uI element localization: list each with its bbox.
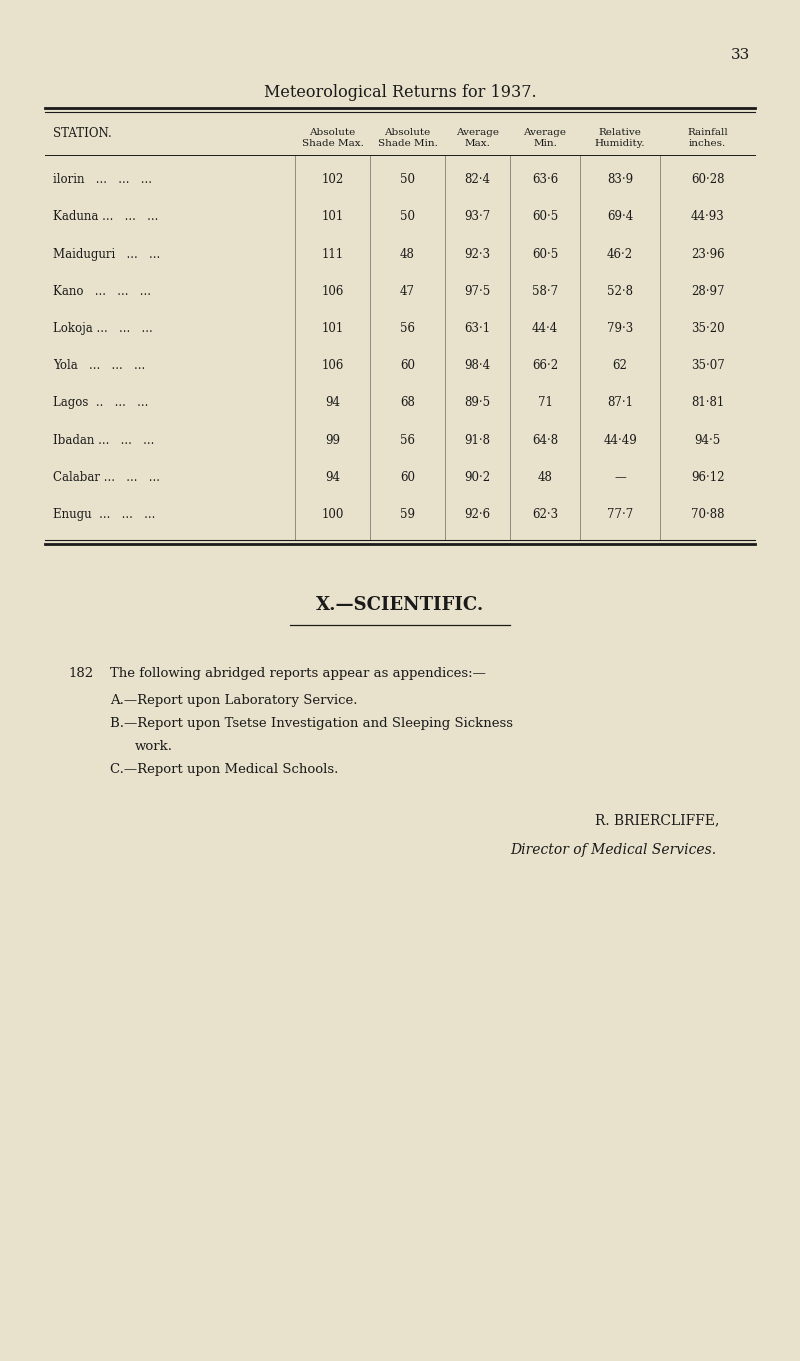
Text: 52·8: 52·8 <box>607 284 633 298</box>
Text: 99: 99 <box>325 434 340 446</box>
Text: 69·4: 69·4 <box>607 211 633 223</box>
Text: 62: 62 <box>613 359 627 373</box>
Text: 92·6: 92·6 <box>465 508 490 521</box>
Text: 50: 50 <box>400 211 415 223</box>
Text: 35·07: 35·07 <box>690 359 724 373</box>
Text: 94·5: 94·5 <box>694 434 721 446</box>
Text: —: — <box>614 471 626 485</box>
Text: 82·4: 82·4 <box>465 173 490 186</box>
Text: 182: 182 <box>68 667 93 679</box>
Text: Meteorological Returns for 1937.: Meteorological Returns for 1937. <box>264 83 536 101</box>
Text: 77·7: 77·7 <box>607 508 633 521</box>
Text: 71: 71 <box>538 396 553 410</box>
Text: 56: 56 <box>400 434 415 446</box>
Text: Absolute
Shade Min.: Absolute Shade Min. <box>378 128 438 148</box>
Text: 90·2: 90·2 <box>465 471 490 485</box>
Text: 58·7: 58·7 <box>532 284 558 298</box>
Text: 98·4: 98·4 <box>465 359 490 373</box>
Text: 44·49: 44·49 <box>603 434 637 446</box>
Text: 33: 33 <box>730 48 750 63</box>
Text: 96·12: 96·12 <box>690 471 724 485</box>
Text: ilorin   ...   ...   ...: ilorin ... ... ... <box>53 173 152 186</box>
Text: 62·3: 62·3 <box>532 508 558 521</box>
Text: 93·7: 93·7 <box>464 211 490 223</box>
Text: Absolute
Shade Max.: Absolute Shade Max. <box>302 128 363 148</box>
Text: 56: 56 <box>400 323 415 335</box>
Text: 48: 48 <box>538 471 553 485</box>
Text: 60: 60 <box>400 471 415 485</box>
Text: Average
Max.: Average Max. <box>456 128 499 148</box>
Text: 60·28: 60·28 <box>690 173 724 186</box>
Text: 60·5: 60·5 <box>532 211 558 223</box>
Text: 48: 48 <box>400 248 415 261</box>
Text: Maiduguri   ...   ...: Maiduguri ... ... <box>53 248 160 261</box>
Text: 59: 59 <box>400 508 415 521</box>
Text: 91·8: 91·8 <box>465 434 490 446</box>
Text: Calabar ...   ...   ...: Calabar ... ... ... <box>53 471 160 485</box>
Text: 66·2: 66·2 <box>532 359 558 373</box>
Text: 106: 106 <box>322 284 344 298</box>
Text: Kaduna ...   ...   ...: Kaduna ... ... ... <box>53 211 158 223</box>
Text: 35·20: 35·20 <box>690 323 724 335</box>
Text: 64·8: 64·8 <box>532 434 558 446</box>
Text: 44·93: 44·93 <box>690 211 724 223</box>
Text: Ibadan ...   ...   ...: Ibadan ... ... ... <box>53 434 154 446</box>
Text: 106: 106 <box>322 359 344 373</box>
Text: 101: 101 <box>322 323 344 335</box>
Text: Relative
Humidity.: Relative Humidity. <box>594 128 646 148</box>
Text: Enugu  ...   ...   ...: Enugu ... ... ... <box>53 508 155 521</box>
Text: 87·1: 87·1 <box>607 396 633 410</box>
Text: STATION.: STATION. <box>53 127 112 139</box>
Text: Director of Medical Services.: Director of Medical Services. <box>510 842 716 857</box>
Text: Kano   ...   ...   ...: Kano ... ... ... <box>53 284 151 298</box>
Text: 44·4: 44·4 <box>532 323 558 335</box>
Text: Lokoja ...   ...   ...: Lokoja ... ... ... <box>53 323 153 335</box>
Text: 111: 111 <box>322 248 343 261</box>
Text: 81·81: 81·81 <box>691 396 724 410</box>
Text: 102: 102 <box>322 173 344 186</box>
Text: 50: 50 <box>400 173 415 186</box>
Text: 63·1: 63·1 <box>465 323 490 335</box>
Text: X.—SCIENTIFIC.: X.—SCIENTIFIC. <box>316 596 484 614</box>
Text: 89·5: 89·5 <box>465 396 490 410</box>
Text: B.—Report upon Tsetse Investigation and Sleeping Sickness: B.—Report upon Tsetse Investigation and … <box>110 716 513 729</box>
Text: Lagos  ..   ...   ...: Lagos .. ... ... <box>53 396 148 410</box>
Text: 79·3: 79·3 <box>607 323 633 335</box>
Text: Average
Min.: Average Min. <box>523 128 566 148</box>
Text: 94: 94 <box>325 471 340 485</box>
Text: 100: 100 <box>322 508 344 521</box>
Text: A.—Report upon Laboratory Service.: A.—Report upon Laboratory Service. <box>110 694 358 706</box>
Text: R. BRIERCLIFFE,: R. BRIERCLIFFE, <box>595 813 719 827</box>
Text: 101: 101 <box>322 211 344 223</box>
Text: 68: 68 <box>400 396 415 410</box>
Text: 23·96: 23·96 <box>690 248 724 261</box>
Text: work.: work. <box>135 739 173 753</box>
Text: 92·3: 92·3 <box>465 248 490 261</box>
Text: 83·9: 83·9 <box>607 173 633 186</box>
Text: 70·88: 70·88 <box>690 508 724 521</box>
Text: 47: 47 <box>400 284 415 298</box>
Text: 60·5: 60·5 <box>532 248 558 261</box>
Text: 46·2: 46·2 <box>607 248 633 261</box>
Text: 60: 60 <box>400 359 415 373</box>
Text: C.—Report upon Medical Schools.: C.—Report upon Medical Schools. <box>110 762 338 776</box>
Text: 63·6: 63·6 <box>532 173 558 186</box>
Text: The following abridged reports appear as appendices:—: The following abridged reports appear as… <box>110 667 486 679</box>
Text: 94: 94 <box>325 396 340 410</box>
Text: Yola   ...   ...   ...: Yola ... ... ... <box>53 359 146 373</box>
Text: Rainfall
inches.: Rainfall inches. <box>687 128 728 148</box>
Text: 97·5: 97·5 <box>464 284 490 298</box>
Text: 28·97: 28·97 <box>690 284 724 298</box>
